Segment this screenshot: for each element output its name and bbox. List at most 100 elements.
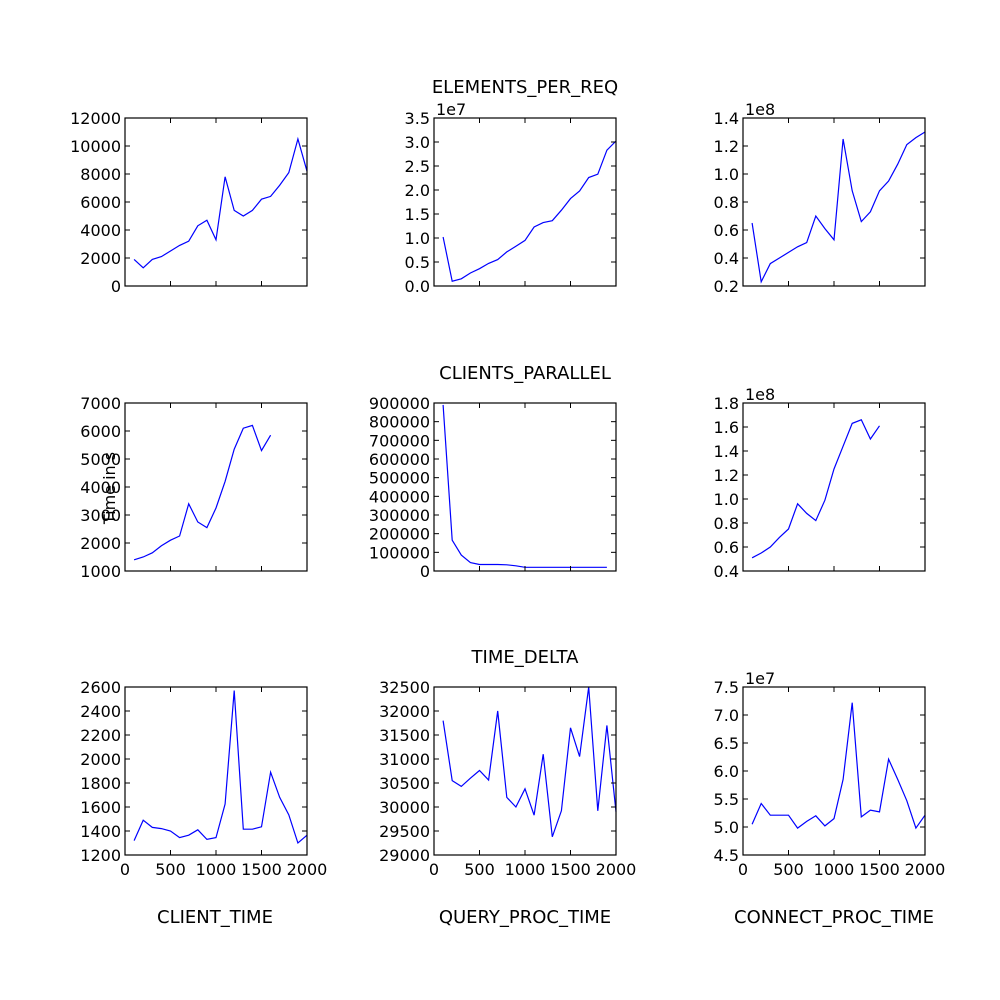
x-tick-label: 1000: [814, 860, 855, 879]
y-tick-label: 29500: [379, 822, 430, 841]
y-tick-label: 4.5: [714, 846, 739, 865]
row-title-elements-per-req: ELEMENTS_PER_REQ: [432, 77, 618, 98]
x-tick-label: 1500: [241, 860, 282, 879]
y-tick-label: 1400: [80, 822, 121, 841]
series-line: [751, 702, 926, 830]
y-tick-label: 1800: [80, 774, 121, 793]
subplot-0-2: 0.2 0.4 0.6 0.8 1.0 1.2 1.4 1e8: [714, 100, 926, 296]
y-tick-label: 32000: [379, 702, 430, 721]
y-tick-label: 2400: [80, 702, 121, 721]
y-tick-label: 1.0: [405, 229, 430, 248]
y-tick-label: 0.5: [405, 253, 430, 272]
subplot-1-0: 1000 2000 3000 4000 5000 6000 7000: [80, 394, 308, 581]
axis-offset-label: 1e7: [436, 100, 466, 119]
y-tick-label: 600000: [369, 450, 430, 469]
y-tick-label: 3.5: [405, 109, 430, 128]
series-line: [442, 140, 617, 282]
x-tick-label: 1500: [859, 860, 900, 879]
col-label-query-proc-time: QUERY_PROC_TIME: [439, 907, 611, 928]
x-tick-label: 500: [773, 860, 804, 879]
y-tick-label: 30500: [379, 774, 430, 793]
subplot-1-2: 0.4 0.6 0.8 1.0 1.2 1.4 1.6 1.8 1e8: [714, 385, 926, 581]
series-line: [133, 690, 308, 845]
y-tick-label: 1.2: [714, 466, 739, 485]
y-tick-label: 2.0: [405, 181, 430, 200]
y-tick-label: 6.0: [714, 762, 739, 781]
y-tick-label: 1.6: [714, 418, 739, 437]
subplot-0-0: 0 2000 4000 6000 8000 10000 12000: [70, 109, 308, 296]
y-tick-label: 12000: [70, 109, 121, 128]
y-tick-label: 31500: [379, 726, 430, 745]
y-tick-label: 31000: [379, 750, 430, 769]
y-tick-label: 3.0: [405, 133, 430, 152]
y-tick-label: 29000: [379, 846, 430, 865]
y-tick-label: 2000: [80, 249, 121, 268]
y-tick-label: 2000: [80, 534, 121, 553]
y-tick-label: 500000: [369, 469, 430, 488]
row-title-clients-parallel: CLIENTS_PARALLEL: [439, 363, 611, 384]
y-tick-label: 1200: [80, 846, 121, 865]
subplot-0-1: 0.0 0.5 1.0 1.5 2.0 2.5 3.0 3.5 1e7: [405, 100, 617, 296]
x-tick-label: 2000: [287, 860, 328, 879]
series-line: [133, 136, 308, 269]
y-tick-label: 1.0: [714, 490, 739, 509]
y-tick-label: 5000: [80, 450, 121, 469]
y-tick-label: 8000: [80, 165, 121, 184]
subplot-2-1: 29000 29500 30000 30500 31000 31500 32000 32500…: [379, 678, 636, 879]
y-tick-label: 6.5: [714, 734, 739, 753]
y-tick-label: 400000: [369, 487, 430, 506]
y-tick-label: 4000: [80, 221, 121, 240]
x-tick-label: 500: [464, 860, 495, 879]
y-tick-label: 2600: [80, 678, 121, 697]
subplots-group: 0200040006000800010000120000.00.51.01.52…: [70, 100, 945, 879]
y-tick-label: 3000: [80, 506, 121, 525]
y-tick-label: 0: [111, 277, 121, 296]
y-tick-label: 0: [420, 562, 430, 581]
axis-offset-label: 1e7: [745, 669, 775, 688]
y-tick-label: 32500: [379, 678, 430, 697]
subplot-2-0: 1200 1400 1600 1800 2000 2200 2400 2600 0 500 1000…: [80, 678, 327, 879]
y-tick-label: 1000: [80, 562, 121, 581]
series-line: [751, 131, 926, 284]
y-tick-label: 1.8: [714, 394, 739, 413]
col-label-connect-proc-time: CONNECT_PROC_TIME: [734, 907, 934, 928]
y-tick-label: 2.5: [405, 157, 430, 176]
x-tick-label: 0: [738, 860, 748, 879]
axis-offset-label: 1e8: [745, 100, 775, 119]
series-line: [133, 424, 272, 561]
y-tick-label: 0.6: [714, 538, 739, 557]
y-tick-label: 5.5: [714, 790, 739, 809]
y-tick-label: 1.4: [714, 442, 739, 461]
y-tick-label: 4000: [80, 478, 121, 497]
y-tick-label: 2000: [80, 750, 121, 769]
y-tick-label: 0.0: [405, 277, 430, 296]
y-tick-label: 7.0: [714, 706, 739, 725]
y-tick-label: 0.2: [714, 277, 739, 296]
series-line: [751, 419, 880, 559]
col-label-client-time: CLIENT_TIME: [157, 907, 273, 928]
x-tick-label: 2000: [596, 860, 637, 879]
x-tick-label: 1000: [505, 860, 546, 879]
y-tick-label: 200000: [369, 525, 430, 544]
y-tick-label: 30000: [379, 798, 430, 817]
subplot-2-2: 4.5 5.0 5.5 6.0 6.5 7.0 7.5 0 500 1000 1500 2000 1e7: [714, 669, 946, 879]
y-tick-label: 6000: [80, 422, 121, 441]
y-tick-label: 7000: [80, 394, 121, 413]
y-tick-label: 0.8: [714, 193, 739, 212]
series-line: [442, 686, 617, 837]
y-tick-label: 0.4: [714, 249, 739, 268]
y-tick-label: 100000: [369, 543, 430, 562]
x-tick-label: 1500: [550, 860, 591, 879]
x-tick-label: 0: [429, 860, 439, 879]
y-tick-label: 6000: [80, 193, 121, 212]
x-tick-label: 2000: [905, 860, 946, 879]
x-tick-label: 1000: [196, 860, 237, 879]
y-tick-label: 5.0: [714, 818, 739, 837]
y-tick-label: 800000: [369, 413, 430, 432]
subplot-1-1: 0100000200000300000400000500000600000700…: [369, 394, 617, 581]
row-title-time-delta: TIME_DELTA: [471, 647, 580, 668]
y-tick-label: 1.5: [405, 205, 430, 224]
y-tick-label: 10000: [70, 137, 121, 156]
